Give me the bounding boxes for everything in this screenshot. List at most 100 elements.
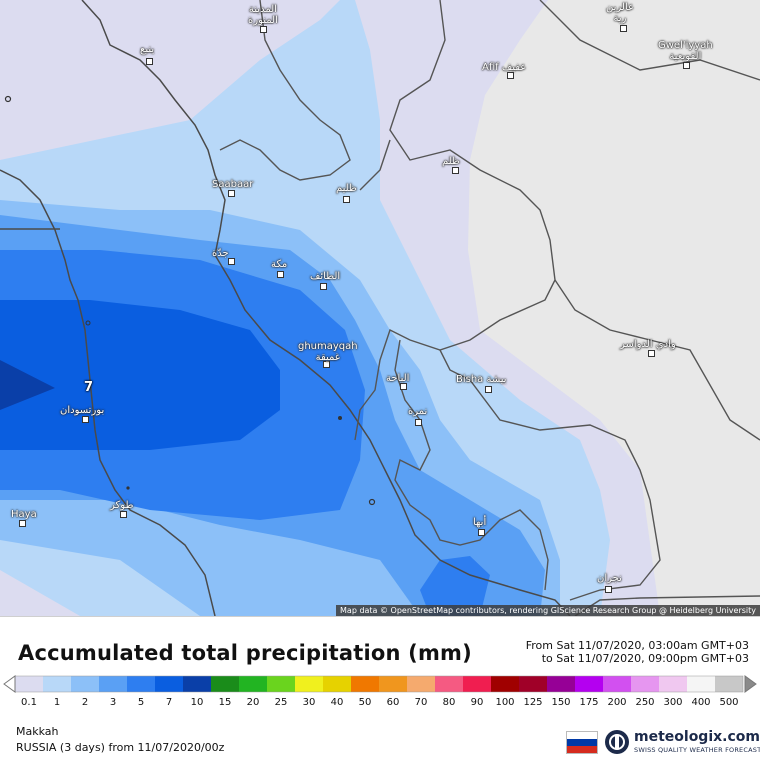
brand-logo-icon: [605, 730, 629, 754]
colorbar-tick-2: 2: [81, 697, 89, 708]
city-label-namas: نمرة: [408, 406, 428, 417]
city-label-rabigh: ظليم: [336, 183, 357, 194]
colorbar-left-arrow: [3, 675, 16, 693]
region-border-6: [394, 339, 549, 591]
city-marker-quwayiyah[interactable]: [683, 62, 690, 69]
colorbar-cell-0.1: [15, 676, 43, 692]
brand-name: meteologix.com: [634, 729, 760, 745]
colorbar-cell-250: [631, 676, 659, 692]
island: [368, 498, 376, 506]
colorbar-tick-60: 60: [386, 697, 400, 708]
colorbar-tick-70: 70: [414, 697, 428, 708]
city-label-najran: نجران: [597, 573, 622, 584]
colorbar-tick-3: 3: [109, 697, 117, 708]
city-label-ghumayqah: ghumayqah غميقة: [298, 341, 358, 363]
city-label-baha: الباحة: [386, 373, 410, 384]
island: [85, 320, 91, 326]
coastline-east: [81, 0, 571, 616]
colorbar-cell-200: [603, 676, 631, 692]
colorbar-tick-100: 100: [495, 697, 515, 708]
brand-tagline: SWISS QUALITY WEATHER FORECASTING: [634, 746, 760, 754]
city-label-bisha: Bisha بيشة: [456, 374, 507, 385]
region-border-5: [439, 349, 661, 601]
colorbar-tick-175: 175: [579, 697, 599, 708]
region-border-1: [219, 0, 351, 181]
colorbar-tick-50: 50: [358, 697, 372, 708]
colorbar-tick-0.1: 0.1: [21, 697, 37, 708]
colorbar-tick-300: 300: [663, 697, 683, 708]
island: [126, 486, 130, 490]
precipitation-map[interactable]: المدينة المنورة ينبع Afif عفيف Gwel'iyya…: [0, 0, 760, 616]
colorbar-cell-7: [155, 676, 183, 692]
city-marker-jeddah[interactable]: [228, 258, 235, 265]
map-canvas: [0, 0, 760, 616]
island: [338, 416, 342, 420]
flag-stripe-top: [567, 732, 597, 739]
colorbar-tick-30: 30: [302, 697, 316, 708]
city-marker-afif[interactable]: [507, 72, 514, 79]
legend-title: Accumulated total precipitation (mm): [18, 641, 472, 665]
colorbar-tick-400: 400: [691, 697, 711, 708]
colorbar-cell-70: [407, 676, 435, 692]
colorbar-cell-400: [687, 676, 715, 692]
city-marker-tokar[interactable]: [120, 511, 127, 518]
colorbar-tick-80: 80: [442, 697, 456, 708]
colorbar-cell-1: [43, 676, 71, 692]
flag-stripe-middle: [567, 739, 597, 746]
colorbar-tick-20: 20: [246, 697, 260, 708]
city-label-tokar: طوكر: [110, 500, 134, 511]
colorbar-tick-150: 150: [551, 697, 571, 708]
city-marker-haya[interactable]: [19, 520, 26, 527]
colorbar-tick-15: 15: [218, 697, 232, 708]
city-marker-makkah[interactable]: [277, 271, 284, 278]
colorbar-cell-25: [267, 676, 295, 692]
city-marker-top-right[interactable]: [620, 25, 627, 32]
city-marker-port-sudan[interactable]: [82, 416, 89, 423]
city-marker-taif[interactable]: [320, 283, 327, 290]
city-marker-yanbu[interactable]: [146, 58, 153, 65]
colorbar-tick-90: 90: [470, 697, 484, 708]
colorbar-cell-3: [99, 676, 127, 692]
region-border-3: [359, 139, 391, 191]
city-label-yanbu: ينبع: [140, 44, 155, 55]
precip-band-7mm: [0, 300, 280, 450]
coastline-west: [0, 169, 216, 616]
colorbar-cell-150: [547, 676, 575, 692]
colorbar-cell-10: [183, 676, 211, 692]
colorbar-tick-250: 250: [635, 697, 655, 708]
city-label-wadi-dawasir: وادي الدواسر: [620, 339, 676, 350]
colorbar-cell-80: [435, 676, 463, 692]
city-marker-abha[interactable]: [478, 529, 485, 536]
city-marker-rabigh[interactable]: [343, 196, 350, 203]
colorbar-cell-300: [659, 676, 687, 692]
city-marker-madinah[interactable]: [260, 26, 267, 33]
colorbar-tick-7: 7: [165, 697, 173, 708]
city-label-afif: Afif عفيف: [482, 62, 527, 73]
city-marker-namas[interactable]: [415, 419, 422, 426]
city-marker-najran[interactable]: [605, 586, 612, 593]
colorbar-cell-50: [351, 676, 379, 692]
city-label-saabaar: Saabaar: [212, 179, 254, 190]
colorbar-cell-175: [575, 676, 603, 692]
city-marker-saabaar[interactable]: [228, 190, 235, 197]
region-border-7: [539, 0, 760, 81]
time-range-to: to Sat 11/07/2020, 09:00pm GMT+03: [541, 652, 749, 665]
colorbar-cell-90: [463, 676, 491, 692]
city-marker-bisha[interactable]: [485, 386, 492, 393]
colorbar-cell-5: [127, 676, 155, 692]
meteologix-logo[interactable]: meteologix.com SWISS QUALITY WEATHER FOR…: [604, 727, 760, 757]
city-marker-baha[interactable]: [400, 383, 407, 390]
russia-flag-icon: [566, 731, 598, 754]
legend-panel: Accumulated total precipitation (mm) Fro…: [0, 616, 760, 761]
colorbar-cell-15: [211, 676, 239, 692]
city-label-zalim: ظلم: [442, 156, 460, 167]
precip-band-10mm: [0, 360, 55, 410]
city-marker-wadi-dawasir[interactable]: [648, 350, 655, 357]
city-marker-zalim[interactable]: [452, 167, 459, 174]
city-label-haya: Haya: [11, 509, 37, 520]
colorbar-cell-500: [715, 676, 743, 692]
colorbar: [3, 675, 757, 693]
colorbar-tick-5: 5: [137, 697, 145, 708]
colorbar-tick-500: 500: [719, 697, 739, 708]
city-marker-ghumayqah[interactable]: [323, 361, 330, 368]
